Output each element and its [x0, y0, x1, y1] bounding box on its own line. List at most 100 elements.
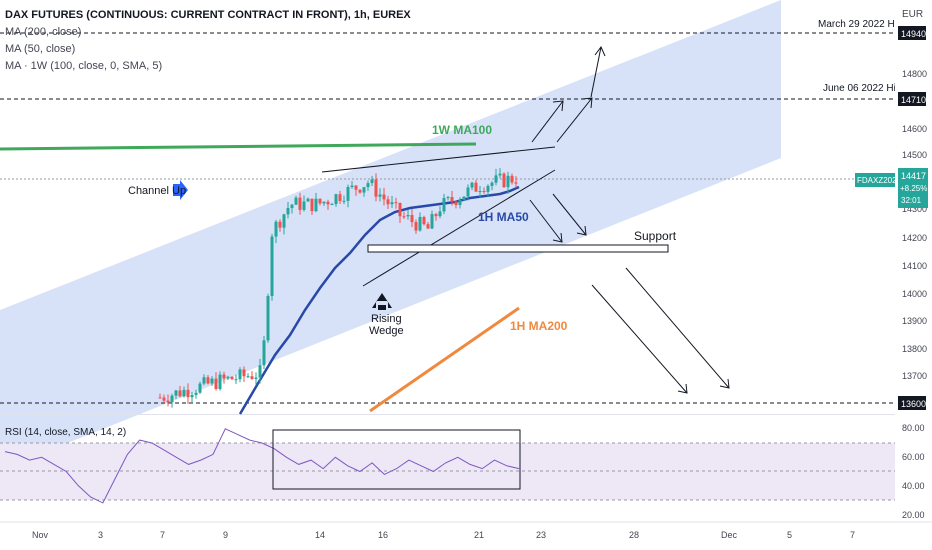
candle-body[interactable] — [470, 182, 474, 188]
candle-body[interactable] — [478, 191, 482, 193]
candle-body[interactable] — [346, 186, 350, 201]
candle-body[interactable] — [326, 201, 330, 205]
candle-body[interactable] — [338, 194, 342, 201]
candle-body[interactable] — [430, 214, 434, 229]
candle-body[interactable] — [386, 199, 390, 205]
candle-body[interactable] — [414, 222, 418, 231]
candle-body[interactable] — [286, 207, 290, 215]
candle-body[interactable] — [298, 197, 302, 210]
candle-body[interactable] — [442, 197, 446, 212]
candle-body[interactable] — [206, 377, 210, 384]
candle-body[interactable] — [174, 390, 178, 396]
candle-body[interactable] — [258, 365, 262, 378]
candle-body[interactable] — [462, 196, 466, 201]
rsi-highlight-box[interactable] — [272, 429, 521, 490]
candle-body[interactable] — [466, 187, 470, 197]
candle-body[interactable] — [454, 201, 458, 205]
candle-body[interactable] — [370, 179, 374, 184]
candle-body[interactable] — [278, 221, 282, 228]
candle-body[interactable] — [422, 216, 426, 225]
candle-body[interactable] — [322, 201, 326, 204]
candle-body[interactable] — [334, 194, 338, 205]
candle-body[interactable] — [498, 173, 502, 176]
candle-body[interactable] — [490, 182, 494, 186]
candle-body[interactable] — [190, 394, 194, 398]
candle-body[interactable] — [342, 200, 346, 202]
candle-body[interactable] — [270, 236, 274, 297]
candle-body[interactable] — [374, 179, 378, 197]
arrow-up-3[interactable] — [590, 46, 602, 98]
candle-body[interactable] — [158, 397, 162, 399]
candle-body[interactable] — [282, 214, 286, 228]
candle-body[interactable] — [434, 214, 438, 217]
candle-body[interactable] — [402, 216, 406, 218]
candle-body[interactable] — [218, 374, 222, 389]
candle-body[interactable] — [354, 185, 358, 190]
arrow-down-2[interactable] — [552, 193, 587, 236]
indicator-ma50[interactable]: MA (50, close) — [5, 43, 76, 55]
candle-body[interactable] — [314, 198, 318, 212]
candle-body[interactable] — [418, 216, 422, 231]
wedge-lower-line[interactable] — [362, 169, 556, 287]
candle-body[interactable] — [362, 187, 366, 193]
candle-body[interactable] — [178, 390, 182, 397]
wedge-upper-line[interactable] — [321, 146, 556, 173]
candlestick-series[interactable] — [158, 168, 518, 408]
projection-arrows[interactable] — [529, 46, 730, 394]
candle-body[interactable] — [382, 194, 386, 200]
ma-1h-200-line[interactable] — [369, 306, 520, 413]
candle-body[interactable] — [458, 200, 462, 205]
support-zone[interactable] — [367, 244, 669, 253]
candle-body[interactable] — [426, 224, 430, 229]
candle-body[interactable] — [266, 296, 270, 341]
candle-body[interactable] — [514, 182, 518, 184]
candle-body[interactable] — [482, 191, 486, 193]
candle-body[interactable] — [366, 183, 370, 188]
arrow-down-4[interactable] — [625, 267, 730, 389]
candle-body[interactable] — [246, 376, 250, 378]
candle-body[interactable] — [234, 379, 238, 381]
candle-body[interactable] — [226, 376, 230, 379]
candle-body[interactable] — [330, 204, 334, 206]
arrow-up-2[interactable] — [556, 97, 593, 143]
candle-body[interactable] — [310, 198, 314, 212]
candle-body[interactable] — [166, 400, 170, 403]
candle-body[interactable] — [390, 202, 394, 205]
candle-body[interactable] — [214, 378, 218, 389]
candle-body[interactable] — [306, 198, 310, 202]
arrow-up-1[interactable] — [531, 100, 564, 143]
candle-body[interactable] — [302, 201, 306, 210]
candle-body[interactable] — [318, 198, 322, 204]
candle-body[interactable] — [170, 395, 174, 403]
candle-body[interactable] — [474, 182, 478, 192]
candle-body[interactable] — [410, 215, 414, 223]
candle-body[interactable] — [162, 397, 166, 401]
candle-body[interactable] — [254, 377, 258, 379]
candle-body[interactable] — [446, 197, 450, 199]
candle-body[interactable] — [198, 383, 202, 393]
candle-body[interactable] — [406, 215, 410, 217]
candle-body[interactable] — [358, 189, 362, 193]
arrow-down-3[interactable] — [591, 284, 688, 394]
price-axis[interactable] — [895, 0, 932, 550]
candle-body[interactable] — [274, 221, 278, 237]
candle-body[interactable] — [238, 369, 242, 380]
candle-body[interactable] — [210, 378, 214, 384]
candle-body[interactable] — [186, 389, 190, 398]
candle-body[interactable] — [494, 175, 498, 183]
candle-body[interactable] — [222, 374, 226, 379]
candle-body[interactable] — [230, 376, 234, 380]
chart-legend[interactable]: DAX FUTURES (CONTINUOUS: CURRENT CONTRAC… — [5, 7, 411, 75]
candle-body[interactable] — [194, 392, 198, 395]
candle-body[interactable] — [202, 377, 206, 384]
candle-body[interactable] — [378, 194, 382, 197]
candle-body[interactable] — [450, 197, 454, 202]
ma-1w-100-line[interactable] — [0, 142, 477, 151]
indicator-ma200[interactable]: MA (200, close) — [5, 26, 82, 38]
candle-body[interactable] — [350, 185, 354, 187]
time-axis[interactable] — [0, 522, 932, 550]
candle-body[interactable] — [438, 211, 442, 217]
candle-body[interactable] — [502, 173, 506, 188]
candle-body[interactable] — [290, 204, 294, 208]
candle-body[interactable] — [486, 185, 490, 192]
